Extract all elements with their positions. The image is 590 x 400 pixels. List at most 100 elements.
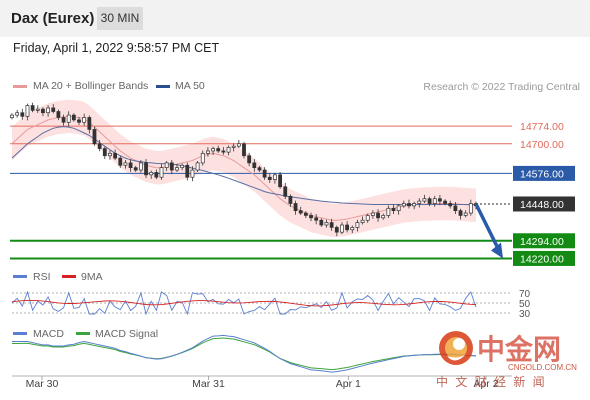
rsi-ma-legend-swatch — [62, 275, 76, 278]
candle-body — [169, 162, 174, 171]
macd-legend-label: MACD — [33, 328, 64, 340]
level-label-0: 14774.00 — [520, 121, 564, 133]
candle-body — [314, 217, 319, 221]
candle-body — [247, 155, 252, 164]
candle-body — [10, 114, 14, 118]
candle-body — [15, 112, 20, 116]
candle-body — [252, 162, 257, 169]
candle-body — [278, 174, 282, 188]
level-label-5: 14220.00 — [520, 253, 564, 265]
candle-body — [206, 150, 210, 154]
x-tick-label-3: Apr 2 — [473, 378, 498, 390]
macd-line — [12, 334, 477, 373]
macd-panel — [12, 334, 477, 373]
candle-body — [236, 143, 241, 147]
level-label-box-5 — [513, 250, 575, 266]
candle-body — [128, 162, 133, 169]
candle-body — [319, 219, 324, 226]
candle-body — [453, 205, 458, 212]
candle-body — [448, 203, 453, 207]
candle-body — [77, 119, 81, 123]
candle-body — [118, 157, 123, 166]
forecast-arrow-head — [491, 242, 503, 259]
candle-body — [133, 167, 138, 171]
candle-body — [293, 203, 298, 212]
candle-body — [386, 207, 391, 216]
candle-body — [221, 150, 226, 153]
candle-body — [216, 148, 221, 152]
candle-body — [391, 207, 396, 212]
candle-body — [283, 186, 288, 197]
candle-body — [355, 222, 360, 228]
candle-body — [370, 212, 375, 216]
rsi-level-label-2: 30 — [519, 309, 531, 320]
level-label-box-3 — [513, 196, 575, 212]
candle-body — [61, 117, 66, 123]
candle-body — [25, 105, 30, 117]
candles-layer — [10, 102, 503, 259]
research-credit: Research © 2022 Trading Central — [423, 81, 580, 93]
candle-body — [41, 108, 45, 114]
candle-body — [381, 215, 386, 219]
macd-legend-swatch — [13, 332, 27, 335]
watermark-name: 中金网 — [477, 333, 561, 365]
candle-body — [463, 212, 468, 216]
candle-body — [443, 200, 447, 204]
level-label-3: 14448.00 — [520, 199, 564, 211]
candle-body — [438, 198, 442, 202]
candle-body — [257, 167, 262, 171]
candle-body — [92, 129, 97, 145]
candle-body — [407, 203, 411, 207]
watermark-logo-icon — [439, 331, 473, 365]
rsi-ma-line — [11, 299, 477, 307]
candle-body — [396, 205, 401, 212]
ma50-legend-label: MA 50 — [175, 80, 205, 92]
candle-body — [329, 222, 334, 228]
level-label-2: 14576.00 — [520, 168, 564, 180]
time-axis: Mar 30 Mar 31 Apr 1 Apr 2 — [12, 375, 512, 390]
candle-body — [195, 162, 200, 171]
candle-body — [102, 148, 107, 157]
rsi-level-label-0: 70 — [519, 289, 531, 300]
candle-body — [432, 198, 437, 204]
candle-body — [458, 210, 463, 216]
candle-body — [138, 162, 143, 171]
candle-body — [164, 162, 169, 169]
level-label-1: 14700.00 — [520, 139, 564, 151]
candle-body — [56, 111, 61, 118]
level-label-box-4 — [513, 233, 575, 249]
macd-signal-line — [12, 337, 477, 371]
watermark: 中金网 CNGOLD.COM.CN 中 文 财 经 新 闻 — [436, 331, 577, 389]
candle-body — [20, 112, 25, 117]
rsi-line — [11, 290, 477, 316]
candle-body — [422, 198, 427, 202]
ma20-legend-swatch — [13, 85, 27, 88]
candle-body — [468, 203, 473, 214]
x-tick-label-2: Apr 1 — [336, 378, 361, 390]
interval-button[interactable]: 30 MIN — [97, 7, 143, 30]
candle-body — [30, 105, 35, 111]
candle-body — [298, 210, 303, 214]
candle-body — [350, 227, 355, 231]
candle-body — [262, 169, 267, 178]
candle-body — [108, 152, 112, 157]
candle-body — [334, 227, 339, 233]
candle-body — [200, 152, 205, 164]
candle-body — [180, 164, 185, 169]
level-label-box-2 — [513, 165, 575, 181]
candle-body — [401, 203, 406, 207]
rsi-ma-legend-label: 9MA — [81, 271, 103, 283]
ma50-legend-swatch — [156, 85, 170, 88]
moving-average-layer — [11, 115, 477, 221]
rsi-legend-label: RSI — [33, 271, 51, 283]
candle-body — [427, 198, 432, 204]
candle-body — [87, 117, 92, 130]
candle-body — [66, 114, 71, 123]
candle-body — [365, 215, 370, 221]
watermark-domain: CNGOLD.COM.CN — [508, 363, 577, 372]
candle-body — [288, 195, 293, 204]
candle-body — [231, 145, 236, 148]
level-labels-layer: 14774.00 14700.00 14576.00 14448.00 14294.00… — [513, 121, 575, 266]
